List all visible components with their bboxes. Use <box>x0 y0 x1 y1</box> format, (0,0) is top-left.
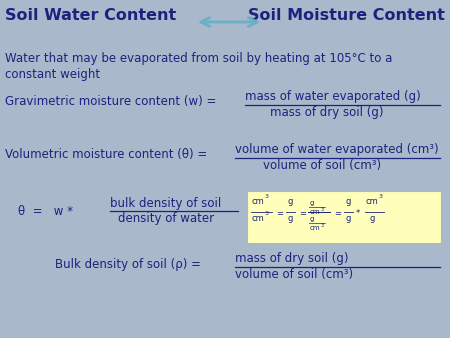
Text: *: * <box>356 209 360 218</box>
Text: Volumetric moisture content (θ) =: Volumetric moisture content (θ) = <box>5 148 207 161</box>
Text: g: g <box>369 214 374 223</box>
Text: g: g <box>287 197 292 206</box>
Text: g: g <box>287 214 292 223</box>
Text: density of water: density of water <box>118 212 214 225</box>
Text: cm: cm <box>252 197 265 206</box>
Text: θ  =   w *: θ = w * <box>18 205 73 218</box>
Text: mass of water evaporated (g): mass of water evaporated (g) <box>245 90 421 103</box>
Text: 3: 3 <box>321 207 324 212</box>
Text: 3: 3 <box>321 223 324 228</box>
Text: cm: cm <box>252 214 265 223</box>
Text: 3: 3 <box>379 194 383 199</box>
Text: 3: 3 <box>265 211 269 216</box>
Text: g: g <box>310 216 315 222</box>
FancyBboxPatch shape <box>247 191 441 243</box>
Text: mass of dry soil (g): mass of dry soil (g) <box>235 252 348 265</box>
Text: cm: cm <box>310 209 320 215</box>
Text: =: = <box>276 209 283 218</box>
Text: =: = <box>334 209 341 218</box>
Text: Water that may be evaporated from soil by heating at 105°C to a: Water that may be evaporated from soil b… <box>5 52 392 65</box>
Text: volume of water evaporated (cm³): volume of water evaporated (cm³) <box>235 143 439 156</box>
Text: Gravimetric moisture content (w) =: Gravimetric moisture content (w) = <box>5 95 216 108</box>
Text: constant weight: constant weight <box>5 68 100 81</box>
Text: Bulk density of soil (ρ) =: Bulk density of soil (ρ) = <box>55 258 201 271</box>
Text: Soil Water Content: Soil Water Content <box>5 8 176 23</box>
Text: volume of soil (cm³): volume of soil (cm³) <box>263 159 381 172</box>
Text: bulk density of soil: bulk density of soil <box>110 197 221 210</box>
Text: Soil Moisture Content: Soil Moisture Content <box>248 8 445 23</box>
Text: cm: cm <box>366 197 379 206</box>
Text: g: g <box>345 197 351 206</box>
Text: g: g <box>345 214 351 223</box>
Text: mass of dry soil (g): mass of dry soil (g) <box>270 106 383 119</box>
Text: cm: cm <box>310 225 320 231</box>
Text: 3: 3 <box>265 194 269 199</box>
Text: volume of soil (cm³): volume of soil (cm³) <box>235 268 353 281</box>
Text: g: g <box>310 200 315 206</box>
Text: =: = <box>299 209 306 218</box>
